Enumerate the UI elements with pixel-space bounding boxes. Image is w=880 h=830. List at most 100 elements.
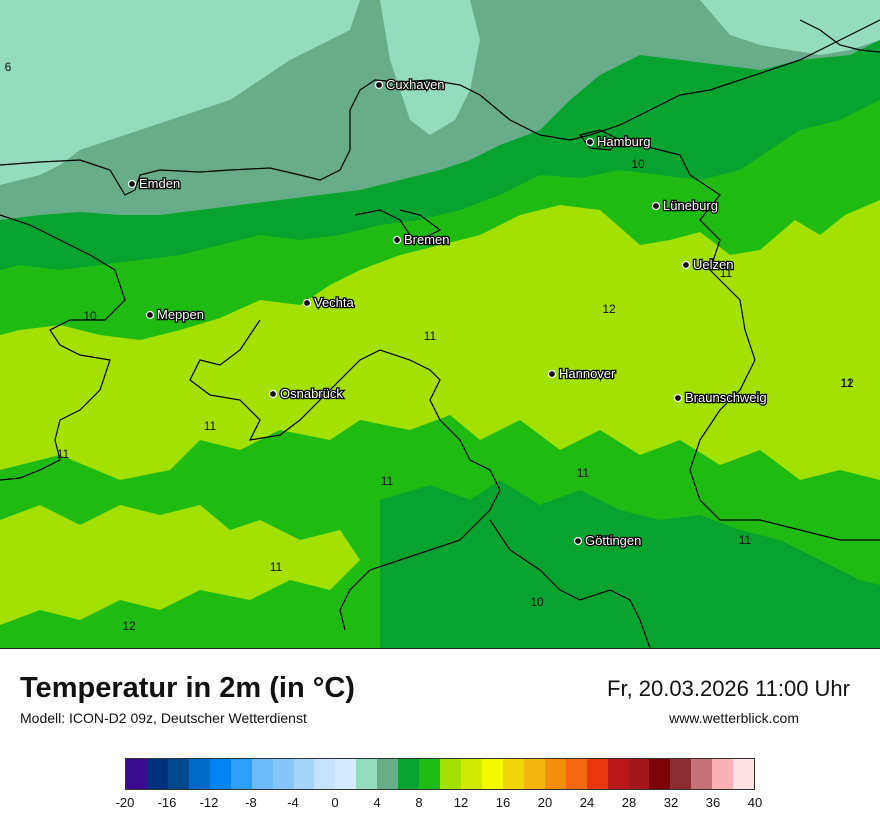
isotherm-label: 12: [840, 376, 854, 390]
city-dot: [268, 389, 278, 399]
color-scale-cell: [188, 759, 210, 789]
color-scale-tick: 28: [621, 795, 637, 810]
city-dot: [392, 235, 402, 245]
color-scale-tick: 40: [747, 795, 763, 810]
city-dot: [681, 260, 691, 270]
color-scale-ticks: -20 -16 -12 -8 -4 0 4 8 12 16 20 24 28 32 36 40: [116, 795, 763, 815]
city-label: Hannover: [559, 366, 616, 381]
city-label: Braunschweig: [685, 390, 767, 405]
city-marker[interactable]: Lüneburg: [651, 197, 719, 214]
color-scale-cell: [335, 759, 357, 789]
color-scale: [125, 758, 755, 790]
color-scale-tick: -4: [287, 795, 299, 810]
color-scale-cell: [691, 759, 713, 789]
city-marker[interactable]: Cuxhaven: [374, 76, 446, 93]
color-scale-tick: 24: [579, 795, 595, 810]
city-label: Uelzen: [693, 257, 733, 272]
color-scale-cell: [544, 759, 566, 789]
city-marker[interactable]: Hannover: [547, 365, 617, 382]
color-scale-cell: [126, 759, 147, 789]
color-scale-cell: [649, 759, 671, 789]
isotherm-label: 11: [739, 533, 752, 547]
isotherm-label: 10: [631, 157, 645, 171]
city-marker[interactable]: Bremen: [392, 231, 451, 248]
city-marker[interactable]: Braunschweig: [673, 389, 768, 406]
city-dot: [127, 179, 137, 189]
city-marker[interactable]: Emden: [127, 175, 182, 192]
isotherm-label: 12: [122, 619, 136, 633]
isotherm-label: 11: [424, 329, 437, 343]
city-label: Emden: [139, 176, 180, 191]
color-scale-tick: 8: [415, 795, 423, 810]
isotherm-label: 11: [204, 419, 217, 433]
isotherm-label: 10: [530, 595, 544, 609]
color-scale-tick: 36: [705, 795, 721, 810]
city-label: Meppen: [157, 307, 204, 322]
zone-4-mid: [380, 0, 480, 135]
isotherm-label: 11: [841, 376, 854, 390]
city-dot: [673, 393, 683, 403]
color-scale-cell: [272, 759, 294, 789]
color-scale-cell: [523, 759, 545, 789]
isotherm-label: 10: [83, 309, 97, 323]
city-label: Cuxhaven: [386, 77, 445, 92]
city-marker[interactable]: Meppen: [145, 306, 205, 323]
color-scale-tick: -8: [245, 795, 257, 810]
color-scale-cell: [167, 759, 189, 789]
map-canvas: Cuxhaven Hamburg Emden Lüneburg Bremen Uelzen…: [0, 0, 880, 648]
cities: Cuxhaven Hamburg Emden Lüneburg Bremen Uelzen…: [127, 76, 768, 549]
city-marker[interactable]: Hamburg: [585, 133, 652, 150]
city-label: Hamburg: [597, 134, 650, 149]
city-dot: [585, 137, 595, 147]
color-scale-tick: 12: [453, 795, 469, 810]
city-label: Göttingen: [585, 533, 641, 548]
city-dot: [374, 80, 384, 90]
color-scale-tick: 0: [331, 795, 339, 810]
city-dot: [573, 536, 583, 546]
city-dot: [145, 310, 155, 320]
color-scale-cell: [733, 759, 755, 789]
city-label: Bremen: [404, 232, 450, 247]
isotherm-label: 6: [5, 60, 12, 74]
color-scale-tick: 16: [495, 795, 511, 810]
color-scale-cell: [251, 759, 273, 789]
color-scale-cell: [293, 759, 315, 789]
color-scale-tick: 4: [373, 795, 381, 810]
zone-12-south-patches: [0, 505, 360, 625]
city-marker[interactable]: Göttingen: [573, 532, 643, 549]
color-scale-tick: 20: [537, 795, 553, 810]
color-scale-cell: [398, 759, 420, 789]
city-marker[interactable]: Uelzen: [681, 256, 735, 273]
forecast-datetime: Fr, 20.03.2026 11:00 Uhr: [607, 676, 850, 701]
map-title: Temperatur in 2m (in °C): [20, 672, 355, 704]
color-scale-cell: [461, 759, 482, 789]
city-dot: [302, 298, 312, 308]
temperature-map[interactable]: Cuxhaven Hamburg Emden Lüneburg Bremen Uelzen…: [0, 0, 880, 649]
isotherm-label: 11: [381, 474, 394, 488]
zone-8-south: [380, 480, 880, 648]
city-label: Osnabrück: [280, 386, 343, 401]
color-scale-cell: [419, 759, 441, 789]
city-label: Vechta: [314, 295, 355, 310]
borders: [0, 19, 880, 648]
color-scale-cell: [481, 759, 503, 789]
city-marker[interactable]: Osnabrück: [268, 385, 345, 402]
isotherm-label: 11: [57, 447, 70, 461]
website-link[interactable]: www.wetterblick.com: [669, 710, 799, 726]
city-marker[interactable]: Vechta: [302, 294, 356, 311]
color-scale-cell: [356, 759, 378, 789]
isotherm-label: 12: [602, 302, 616, 316]
color-scale-cell: [712, 759, 734, 789]
color-scale-cell: [377, 759, 399, 789]
color-scale-cell: [628, 759, 650, 789]
zone-4: [0, 0, 360, 185]
color-scale-cell: [607, 759, 629, 789]
color-scale-tick: -20: [115, 795, 135, 810]
color-scale-cell: [670, 759, 692, 789]
city-label: Lüneburg: [663, 198, 718, 213]
color-scale-cell: [502, 759, 524, 789]
color-scale-cell: [440, 759, 461, 789]
color-scale-cell: [565, 759, 587, 789]
color-scale-tick: -16: [157, 795, 177, 810]
